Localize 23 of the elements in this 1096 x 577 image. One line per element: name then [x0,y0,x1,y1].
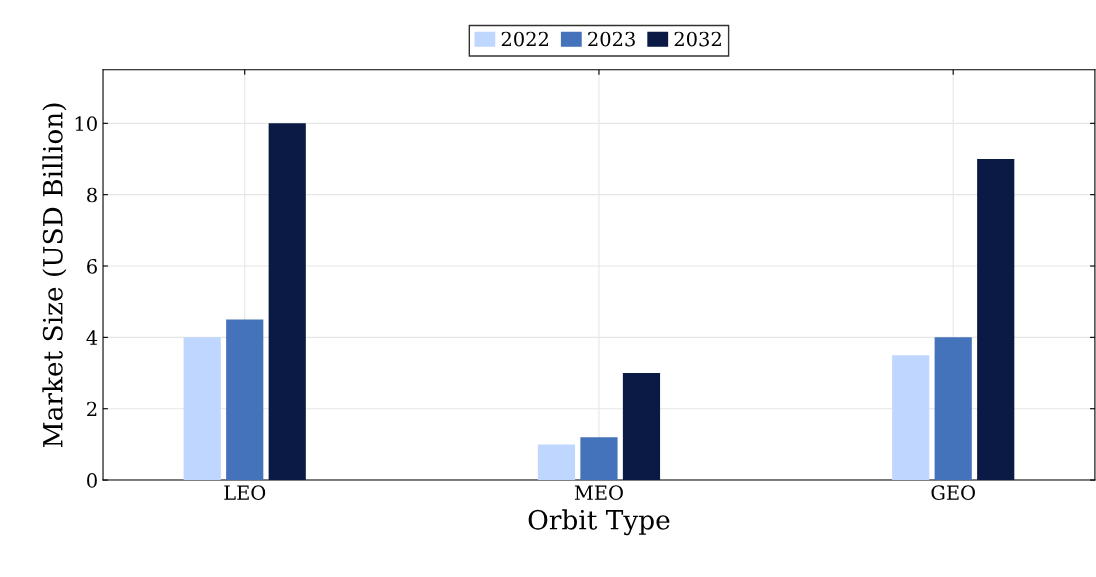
y-tick-label: 4 [86,330,98,345]
bar [977,159,1015,481]
x-axis-title: Orbit Type [528,509,670,536]
x-tick-label: GEO [931,485,975,500]
bar [226,319,264,481]
legend-label: 2032 [674,31,721,47]
y-axis-title: Market Size (USD Billion) [42,103,67,448]
y-tick-label: 6 [87,258,97,274]
bar [622,373,661,481]
bar [537,444,576,481]
y-tick-label: 8 [87,187,97,203]
y-tick-label: 0 [87,473,97,488]
bar [268,123,306,481]
x-tick-label: MEO [574,485,623,500]
bar [580,437,618,481]
y-tick-label: 10 [75,116,97,131]
legend-label: 2022 [501,31,549,47]
y-tick-label: 2 [87,401,97,417]
bar [183,337,221,481]
bar [892,355,930,481]
legend-label: 2023 [588,31,635,47]
x-tick-label: LEO [224,485,266,500]
bar [934,337,972,481]
